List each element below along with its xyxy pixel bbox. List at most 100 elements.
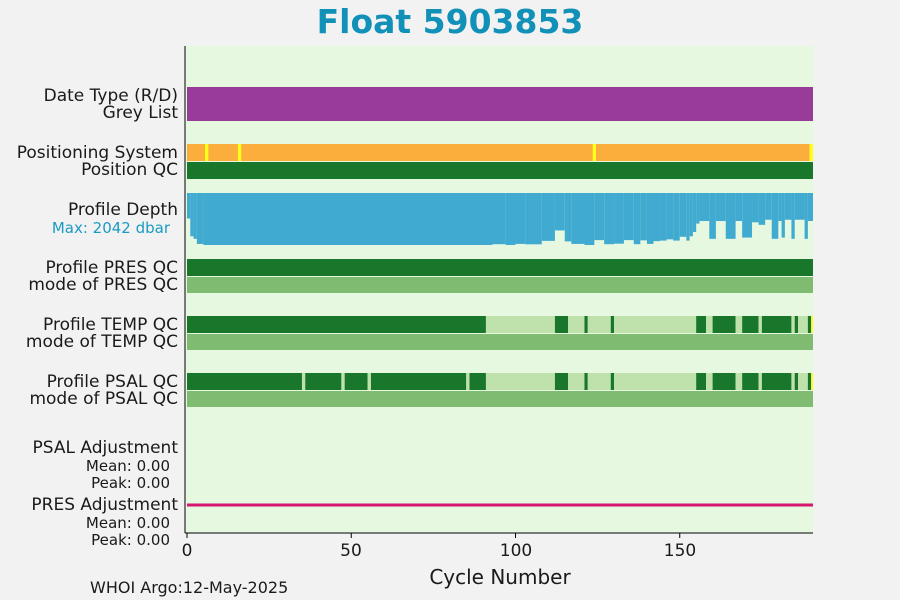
profile-depth-bar bbox=[804, 193, 808, 239]
positioning-system-segment bbox=[187, 144, 813, 161]
profile-psal-qc-segment bbox=[469, 373, 486, 390]
profile-depth-bar bbox=[781, 193, 785, 238]
profile-depth-bar bbox=[791, 193, 795, 239]
profile-temp-qc-segment bbox=[568, 316, 585, 333]
x-tick-label: 150 bbox=[663, 541, 697, 561]
profile-depth-bar bbox=[735, 193, 743, 222]
profile-psal-qc-segment bbox=[610, 373, 615, 390]
profile-depth-bar bbox=[541, 193, 555, 241]
mode-temp-qc-label: mode of TEMP QC bbox=[25, 332, 178, 352]
profile-depth-bar bbox=[679, 193, 687, 237]
profile-depth-bar bbox=[571, 193, 585, 244]
profile-depth-bar bbox=[653, 193, 661, 242]
pres-peak-label: Peak: 0.00 bbox=[91, 531, 170, 549]
profile-depth-bar bbox=[614, 193, 624, 244]
positioning-system-segment bbox=[809, 144, 813, 161]
profile-psal-qc-segment bbox=[466, 373, 470, 390]
profile-depth-bar bbox=[689, 193, 693, 237]
chart-title: Float 5903853 bbox=[316, 2, 584, 41]
psal-peak-label: Peak: 0.00 bbox=[91, 474, 170, 492]
date-type-segment bbox=[187, 87, 813, 121]
profile-depth-bar bbox=[758, 193, 766, 225]
profile-psal-qc-segment bbox=[798, 373, 808, 390]
profile-temp-qc-segment bbox=[706, 316, 713, 333]
profile-temp-qc-segment bbox=[735, 316, 743, 333]
profile-temp-qc-segment bbox=[614, 316, 697, 333]
profile-depth-label: Profile Depth bbox=[67, 200, 178, 220]
profile-depth-bar bbox=[699, 193, 710, 222]
profile-psal-qc-segment bbox=[614, 373, 697, 390]
profile-depth-bar bbox=[709, 193, 716, 239]
x-tick-label: 50 bbox=[340, 541, 362, 561]
profile-psal-qc-segment bbox=[761, 373, 792, 390]
profile-temp-qc-segment bbox=[696, 316, 707, 333]
profile-depth-bar bbox=[564, 193, 572, 242]
profile-depth-bar bbox=[203, 193, 493, 245]
profile-depth-bar bbox=[715, 193, 726, 222]
profile-depth-bar bbox=[794, 193, 805, 220]
profile-depth-bar bbox=[742, 193, 753, 238]
profile-depth-bar bbox=[633, 193, 641, 245]
profile-depth-bar bbox=[196, 193, 204, 244]
profile-psal-qc-segment bbox=[712, 373, 736, 390]
profile-psal-qc-segment bbox=[696, 373, 707, 390]
profile-depth-bar bbox=[771, 193, 779, 239]
positioning-system-segment bbox=[237, 144, 242, 161]
profile-temp-qc-segment bbox=[758, 316, 762, 333]
profile-psal-qc-segment bbox=[811, 373, 813, 390]
profile-depth-bar bbox=[554, 193, 565, 231]
profile-temp-qc-segment bbox=[712, 316, 736, 333]
profile-psal-qc-label: Profile PSAL QC bbox=[46, 372, 178, 392]
profile-temp-qc-segment bbox=[485, 316, 555, 333]
profile-depth-bar bbox=[187, 193, 191, 219]
profile-psal-qc-segment bbox=[568, 373, 585, 390]
profile-psal-qc-segment bbox=[344, 373, 368, 390]
x-tick-label: 100 bbox=[499, 541, 533, 561]
profile-temp-qc-segment bbox=[794, 316, 799, 333]
profile-pres-qc-segment bbox=[187, 259, 813, 276]
psal-adjustment-label: PSAL Adjustment bbox=[32, 438, 178, 458]
profile-depth-bar bbox=[646, 193, 654, 244]
profile-depth-bar bbox=[696, 193, 700, 224]
pres-mean-label: Mean: 0.00 bbox=[85, 514, 170, 532]
profile-temp-qc-segment bbox=[791, 316, 795, 333]
profile-psal-qc-segment bbox=[791, 373, 795, 390]
profile-psal-qc-segment bbox=[807, 373, 812, 390]
pres-adjustment-label: PRES Adjustment bbox=[31, 495, 178, 515]
mode-psal-qc-segment bbox=[187, 391, 813, 407]
mode-temp-qc-segment bbox=[187, 334, 813, 350]
profile-temp-qc-segment bbox=[742, 316, 759, 333]
profile-psal-qc-segment bbox=[587, 373, 611, 390]
profile-psal-qc-segment bbox=[367, 373, 371, 390]
profile-depth-bar bbox=[190, 193, 194, 237]
mode-pres-qc-segment bbox=[187, 277, 813, 293]
profile-psal-qc-segment bbox=[758, 373, 762, 390]
profile-psal-qc-segment bbox=[370, 373, 467, 390]
mode-psal-qc-label: mode of PSAL QC bbox=[29, 389, 178, 409]
profile-depth-bar bbox=[784, 193, 792, 220]
footer-credit: WHOI Argo:12-May-2025 bbox=[90, 578, 289, 597]
profile-depth-bar bbox=[765, 193, 772, 220]
profile-psal-qc-segment bbox=[301, 373, 306, 390]
profile-temp-qc-segment bbox=[587, 316, 611, 333]
max-depth-label: Max: 2042 dbar bbox=[51, 219, 170, 237]
profile-depth-bar bbox=[640, 193, 647, 241]
profile-depth-bar bbox=[660, 193, 667, 241]
profile-depth-bar bbox=[193, 193, 197, 239]
date-type-label: Date Type (R/D) bbox=[43, 86, 178, 106]
positioning-system-segment bbox=[205, 144, 209, 161]
x-axis-label: Cycle Number bbox=[429, 565, 571, 589]
profile-depth-bar bbox=[584, 193, 595, 245]
profile-psal-qc-segment bbox=[305, 373, 342, 390]
position-qc-label: Position QC bbox=[81, 160, 178, 180]
x-tick-label: 0 bbox=[181, 541, 193, 561]
profile-depth-bar bbox=[515, 193, 526, 244]
profile-depth-bar bbox=[594, 193, 605, 241]
profile-depth-bar bbox=[778, 193, 782, 222]
profile-psal-qc-segment bbox=[584, 373, 588, 390]
grey-list-label: Grey List bbox=[102, 103, 178, 123]
profile-depth-bar bbox=[692, 193, 697, 232]
profile-depth-bar bbox=[752, 193, 759, 223]
profile-temp-qc-segment bbox=[187, 316, 486, 333]
profile-temp-qc-segment bbox=[798, 316, 808, 333]
